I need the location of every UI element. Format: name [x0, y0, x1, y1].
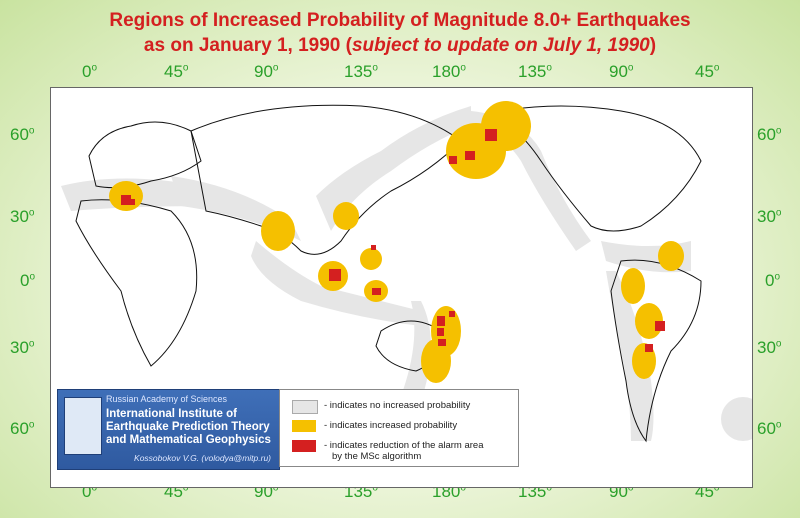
zone-bay-of-bengal — [261, 211, 295, 251]
title-prefix: as on January 1, 1990 ( — [143, 35, 352, 56]
msc-mediterranean-2 — [129, 199, 135, 205]
lon-tick-top: 90o — [254, 62, 279, 81]
sunda-arc — [251, 241, 421, 326]
msc-peru — [655, 321, 665, 331]
zone-alaska — [481, 101, 531, 151]
lon-tick-top: 90o — [609, 62, 634, 81]
lat-tick-left: 30o — [10, 207, 35, 226]
institute-logo-icon — [64, 397, 102, 455]
zone-lesser-antilles — [658, 241, 684, 271]
zone-japan-south — [333, 202, 359, 230]
legend-swatch-yellow — [292, 420, 316, 432]
msc-alaska — [485, 129, 497, 141]
lat-tick-right: 60o — [757, 125, 782, 144]
lon-tick-top: 135o — [344, 62, 378, 81]
tonga-kermadec — [401, 301, 431, 401]
world-map-svg — [61, 101, 752, 443]
lat-tick-right: 0o — [765, 271, 781, 290]
lat-tick-right: 30o — [757, 338, 782, 357]
lat-tick-left: 0o — [20, 271, 36, 290]
msc-tonga-3 — [437, 328, 444, 336]
lon-tick-top: 180o — [432, 62, 466, 81]
lon-tick-top: 45o — [164, 62, 189, 81]
msc-mediterranean — [121, 195, 131, 205]
legend-text: - indicates reduction of the alarm area … — [324, 440, 484, 462]
coast-africa — [75, 199, 198, 367]
msc-philippines — [329, 269, 341, 281]
coast-europe — [88, 121, 202, 189]
zone-mariana — [360, 248, 382, 270]
institution-box: Russian Academy of Sciences Internationa… — [57, 389, 280, 470]
msc-mariana — [371, 245, 376, 250]
andean-belt — [606, 271, 654, 441]
lon-tick-top: 45o — [695, 62, 720, 81]
map-legend: - indicates no increased probability - i… — [279, 389, 519, 467]
academy-name: Russian Academy of Sciences — [106, 394, 228, 404]
zone-kermadec — [421, 339, 451, 383]
title-suffix: ) — [649, 35, 657, 56]
author-credit: Kossobokov V.G. (volodya@mitp.ru) — [134, 453, 271, 463]
msc-chile — [645, 344, 653, 352]
msc-tonga-1 — [437, 316, 445, 326]
south-sandwich-zone — [721, 397, 752, 441]
legend-text: - indicates increased probability — [324, 420, 458, 431]
lat-tick-left: 60o — [10, 419, 35, 438]
lat-tick-right: 60o — [757, 419, 782, 438]
zone-ecuador — [621, 268, 645, 304]
title-italic: subject to update on July 1, 1990 — [351, 35, 650, 56]
lon-tick-top: 0o — [82, 62, 98, 81]
coast-south-america — [610, 259, 702, 443]
legend-text: - indicates no increased probability — [324, 400, 471, 411]
msc-tonga-2 — [449, 311, 455, 317]
legend-swatch-grey — [292, 400, 318, 414]
legend-swatch-red — [292, 440, 316, 452]
lat-tick-left: 60o — [10, 125, 35, 144]
lat-tick-right: 30o — [757, 207, 782, 226]
west-pacific-belt — [316, 106, 471, 231]
lon-tick-top: 135o — [518, 62, 552, 81]
north-american-belt — [471, 111, 591, 251]
map-title-line1: Regions of Increased Probability of Magn… — [109, 10, 691, 31]
increase-zones — [109, 101, 684, 383]
coast-north-america — [500, 105, 702, 232]
reduction-zones — [121, 129, 665, 352]
msc-aleutians-2 — [465, 151, 475, 160]
msc-new-guinea — [372, 288, 381, 295]
msc-kermadec — [438, 339, 446, 346]
lat-tick-left: 30o — [10, 338, 35, 357]
map-title-line2: as on January 1, 1990 (subject to update… — [0, 35, 800, 57]
institute-name: International Institute of Earthquake Pr… — [106, 408, 271, 446]
msc-aleutians-1 — [449, 156, 457, 164]
